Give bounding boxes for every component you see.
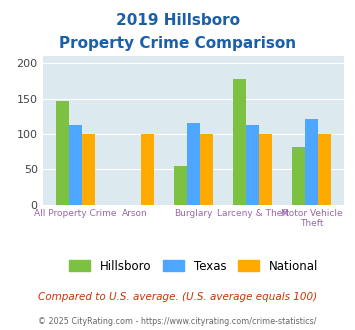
Text: © 2025 CityRating.com - https://www.cityrating.com/crime-statistics/: © 2025 CityRating.com - https://www.city… — [38, 317, 317, 326]
Bar — [82, 134, 95, 205]
Text: Compared to U.S. average. (U.S. average equals 100): Compared to U.S. average. (U.S. average … — [38, 292, 317, 302]
Bar — [246, 125, 259, 205]
Bar — [56, 101, 69, 205]
Bar — [305, 119, 318, 205]
Bar — [200, 134, 213, 205]
Bar — [259, 134, 272, 205]
Text: Property Crime Comparison: Property Crime Comparison — [59, 36, 296, 51]
Text: 2019 Hillsboro: 2019 Hillsboro — [115, 13, 240, 28]
Bar — [174, 166, 187, 205]
Bar — [318, 134, 331, 205]
Bar — [233, 79, 246, 205]
Legend: Hillsboro, Texas, National: Hillsboro, Texas, National — [64, 255, 323, 278]
Bar — [69, 125, 82, 205]
Bar — [187, 122, 200, 205]
Bar — [141, 134, 154, 205]
Bar — [292, 147, 305, 205]
